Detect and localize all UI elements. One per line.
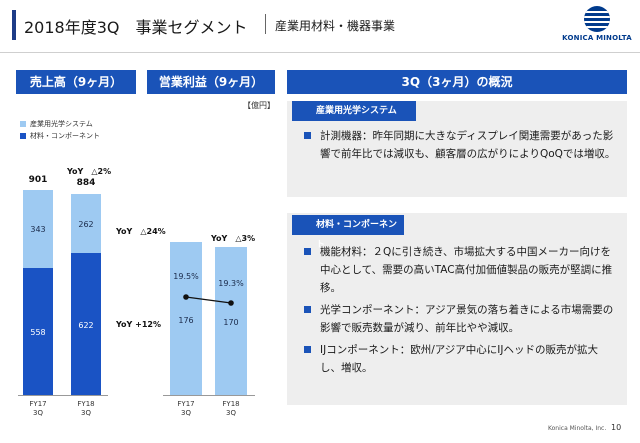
materials-bullet: 光学コンポーネント：アジア景気の落ち着きによる市場需要の影響で販売数量が減り、前… [300,301,618,337]
legend-label: 材料・コンポーネント [30,132,100,140]
page-number: 10 [611,423,622,432]
title-bar: 2018年度3Q 事業セグメント 産業用材料・機器事業 KONICA MINOL… [0,0,640,53]
legend-swatch [20,133,26,139]
unit-label: 【億円】 [243,101,275,110]
sales-fy18-materials-label: 622 [78,321,94,330]
sales-bar-fy18 [71,194,101,395]
sales-axis-baseline [18,395,108,396]
sales-xlabel-fy18: FY18 3Q [77,400,95,417]
profit-bar-fy17 [170,242,202,395]
legend-swatch [20,121,26,127]
optical-bullets: 計測機器：昨年同期に大きなディスプレイ関連需要があった影響で前年比では減収も、顧… [300,127,618,167]
sales-materials-yoy: YoY +12% [116,320,161,329]
optical-section-label: 産業用光学システム [292,101,416,121]
materials-bullets: 機能材料：２Qに引き続き、市場拡大する中国メーカー向けを中心として、需要の高いT… [300,243,618,381]
title-accent [12,10,16,40]
sales-total-fy18: 884 [76,178,96,188]
profit-margin-fy17: 19.5% [173,272,199,281]
sales-title: 売上高（9ヶ月） [16,70,136,94]
profit-value-fy18: 170 [223,318,239,327]
profit-xlabel-fy18: FY18 3Q [222,400,240,417]
sales-fy18-materials-segment [71,253,101,395]
sales-bar-fy17 [23,190,53,395]
legend-item: 材料・コンポーネント [20,130,100,142]
materials-bullet: 機能材料：２Qに引き続き、市場拡大する中国メーカー向けを中心として、需要の高いT… [300,243,618,297]
overview-title: 3Q（3ヶ月）の概況 [287,70,627,94]
sales-fy18-optical-segment [71,194,101,253]
sales-fy17-materials-label: 558 [30,328,46,337]
page-title: 2018年度3Q 事業セグメント [24,18,248,37]
profit-margin-fy18: 19.3% [218,279,244,288]
profit-yoy: YoY △3% [211,234,256,243]
logo-text: KONICA MINOLTA [562,34,632,42]
sales-fy18-optical-label: 262 [78,220,94,229]
profit-axis-baseline [163,395,255,396]
legend-label: 産業用光学システム [30,120,93,128]
sales-fy17-optical-label: 343 [30,225,46,234]
sales-fy17-optical-segment [23,190,53,268]
materials-section-label: 材料・コンポーネント [292,215,404,250]
footer-company: Konica Minolta, Inc. [548,425,607,432]
profit-title: 営業利益（9ヶ月） [147,70,275,94]
sales-total-yoy: YoY △2% [67,167,112,176]
profit-xlabel-fy17: FY17 3Q [177,400,195,417]
title-separator [265,14,266,34]
margin-point-fy17 [183,294,189,300]
materials-panel [287,213,627,405]
legend: 産業用光学システム 材料・コンポーネント [20,118,100,142]
sales-xlabel-fy17: FY17 3Q [29,400,47,417]
profit-value-fy17: 176 [178,316,194,325]
profit-bar-fy18 [215,247,247,395]
optical-bullet: 計測機器：昨年同期に大きなディスプレイ関連需要があった影響で前年比では減収も、顧… [300,127,618,163]
sales-fy17-materials-segment [23,268,53,395]
page-subtitle: 産業用材料・機器事業 [275,19,396,33]
sales-optical-yoy: YoY △24% [116,227,166,236]
logo-mark-icon [584,6,610,32]
margin-point-fy18 [228,300,234,306]
legend-item: 産業用光学システム [20,118,100,130]
company-logo: KONICA MINOLTA [562,6,632,48]
materials-bullet: IJコンポーネント：欧州/アジア中心にIJヘッドの販売が拡大し、増収。 [300,341,618,377]
sales-total-fy17: 901 [28,175,48,185]
